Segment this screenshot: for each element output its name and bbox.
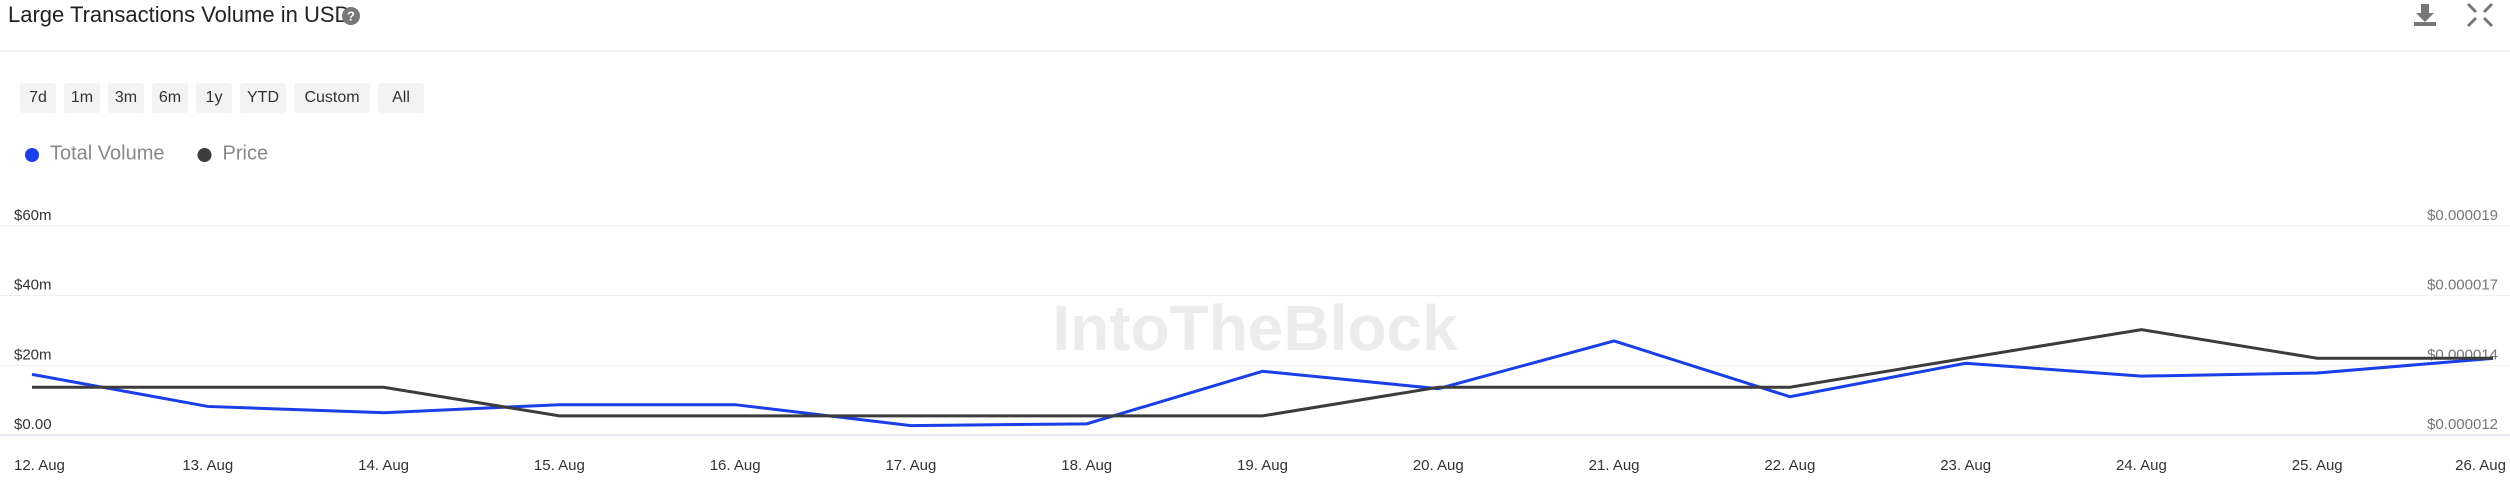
button-bg	[378, 83, 424, 113]
button-bg	[294, 83, 370, 113]
series-line	[32, 328, 2493, 418]
y-tick-label: $60m	[14, 207, 52, 224]
chart-title: Large Transactions Volume in USD	[8, 2, 350, 27]
x-tick-label: 16. Aug	[710, 457, 761, 474]
y-tick-label: $0.00	[14, 416, 52, 433]
y-tick-label: $20m	[14, 346, 52, 363]
range-button[interactable]: 1y	[196, 83, 232, 113]
x-tick-label: 17. Aug	[885, 457, 936, 474]
legend-label[interactable]: Price	[223, 142, 269, 164]
button-bg	[152, 83, 188, 113]
watermark: IntoTheBlock	[1052, 292, 1458, 364]
range-button[interactable]: YTD	[240, 83, 286, 113]
button-label[interactable]: 1m	[71, 89, 93, 106]
x-tick-label: 23. Aug	[1940, 457, 1991, 474]
x-tick-label: 12. Aug	[14, 457, 65, 474]
y2-tick-label: $0.000019	[2427, 207, 2498, 224]
range-button[interactable]: 1m	[64, 83, 100, 113]
svg-text:?: ?	[347, 8, 355, 23]
x-tick-label: 14. Aug	[358, 457, 409, 474]
y-tick-label: $40m	[14, 277, 52, 294]
x-tick-label: 21. Aug	[1589, 457, 1640, 474]
button-label[interactable]: Custom	[304, 89, 359, 106]
button-label[interactable]: All	[392, 89, 410, 106]
legend-label[interactable]: Total Volume	[50, 142, 165, 164]
button-label[interactable]: 3m	[115, 89, 137, 106]
x-tick-label: 13. Aug	[182, 457, 233, 474]
legend-item[interactable]: Total Volume	[25, 142, 165, 164]
button-label[interactable]: YTD	[247, 89, 279, 106]
collapse-icon[interactable]	[2466, 2, 2494, 28]
button-bg	[64, 83, 100, 113]
button-label[interactable]: 7d	[29, 89, 47, 106]
x-tick-label: 25. Aug	[2292, 457, 2343, 474]
x-tick-label: 26. Aug	[2455, 457, 2506, 474]
x-tick-label: 24. Aug	[2116, 457, 2167, 474]
range-button[interactable]: All	[378, 83, 424, 113]
y2-tick-label: $0.000012	[2427, 416, 2498, 433]
range-button[interactable]: 6m	[152, 83, 188, 113]
x-tick-label: 20. Aug	[1413, 457, 1464, 474]
legend-marker	[25, 148, 39, 162]
button-bg	[20, 83, 56, 113]
button-bg	[240, 83, 286, 113]
range-button[interactable]: 3m	[108, 83, 144, 113]
button-label[interactable]: 1y	[206, 89, 223, 106]
x-tick-label: 22. Aug	[1764, 457, 1815, 474]
x-tick-label: 15. Aug	[534, 457, 585, 474]
button-label[interactable]: 6m	[159, 89, 181, 106]
x-tick-label: 19. Aug	[1237, 457, 1288, 474]
x-tick-label: 18. Aug	[1061, 457, 1112, 474]
range-button[interactable]: Custom	[294, 83, 370, 113]
download-icon[interactable]	[2414, 4, 2436, 26]
help-icon[interactable]: ?	[342, 7, 360, 25]
legend-item[interactable]: Price	[197, 142, 269, 164]
button-bg	[196, 83, 232, 113]
series-line	[31, 339, 2494, 428]
legend-marker	[197, 148, 212, 162]
range-button[interactable]: 7d	[20, 83, 56, 113]
button-bg	[108, 83, 144, 113]
y2-tick-label: $0.000017	[2427, 277, 2498, 294]
